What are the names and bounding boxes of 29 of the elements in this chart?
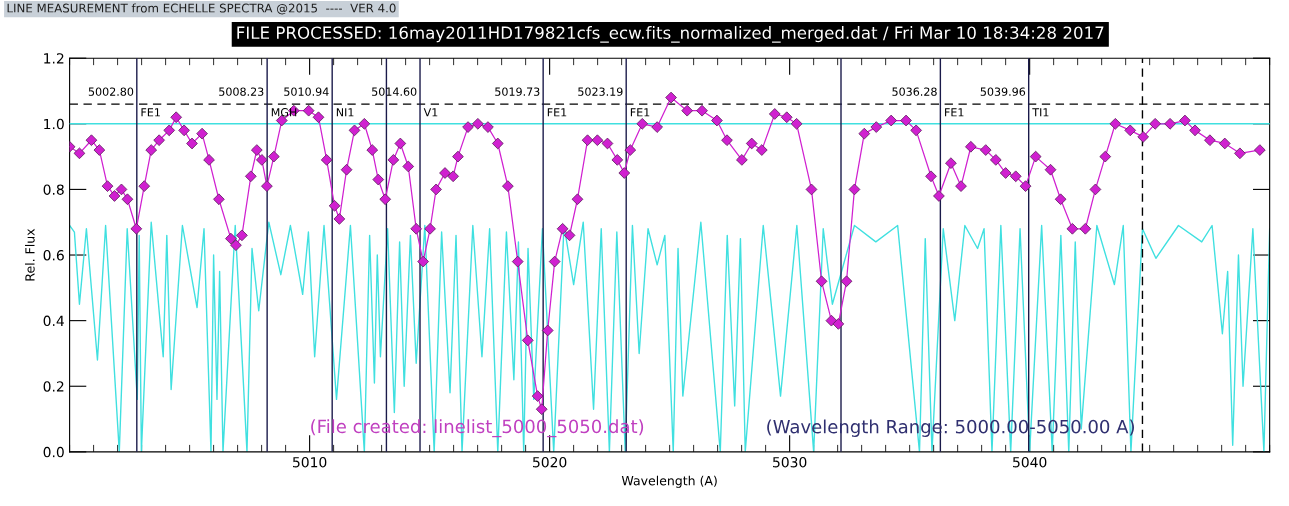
y-tick-label: 0.2	[43, 381, 64, 392]
chart-subtitle: LINE MEASUREMENT from ECHELLE SPECTRA @2015 ---- VER 4.0	[7, 3, 396, 15]
ref-line-label: 5008.23	[219, 87, 264, 96]
ref-line-label: 5039.96	[980, 87, 1026, 96]
y-tick-label: 0.6	[43, 249, 64, 261]
x-tick-label: 5040	[1013, 456, 1047, 468]
y-tick-label: 1.2	[44, 53, 64, 64]
chart-title: FILE PROCESSED: 16may2011HD179821cfs_ecw.fits_normalized_merged.dat / Fri Mar 10 18:34:28 2017	[237, 26, 1104, 43]
x-tick-label: 5030	[773, 456, 807, 468]
y-axis-title: Rel. Flux	[25, 228, 35, 281]
ref-line-label: 5019.73	[495, 87, 540, 96]
annotation: FE1	[141, 108, 160, 117]
y-tick-label: 0.0	[43, 446, 64, 458]
annotation: V1	[423, 108, 438, 117]
ref-line-label: 5036.28	[892, 87, 937, 96]
annotation: NI1	[336, 108, 354, 117]
ref-line-label: 5023.19	[578, 87, 623, 96]
annotation: FE1	[630, 108, 650, 117]
y-tick-label: 0.8	[43, 184, 64, 195]
y-tick-label: 1.0	[44, 118, 64, 130]
annotation: TI1	[1032, 108, 1049, 117]
x-tick-label: 5010	[293, 456, 327, 468]
ref-line-label: 5002.80	[88, 87, 134, 96]
x-axis-title: Wavelength (A)	[621, 475, 717, 488]
ref-line-label: 5010.94	[284, 87, 329, 96]
x-tick-label: 5020	[533, 456, 567, 468]
y-tick-label: 0.4	[43, 315, 64, 327]
annotation: FE1	[547, 108, 567, 117]
annotation: FE1	[945, 108, 964, 117]
